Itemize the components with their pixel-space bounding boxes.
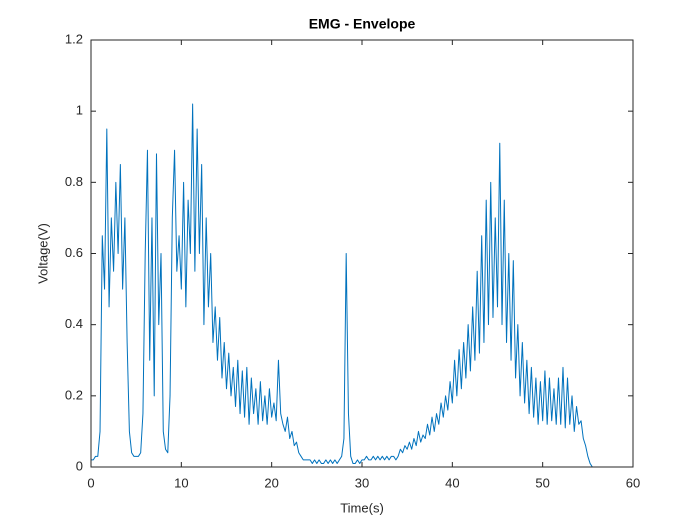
x-tick-label: 50 [535, 475, 549, 490]
chart-title: EMG - Envelope [309, 16, 416, 32]
x-tick-label: 20 [264, 475, 278, 490]
x-tick-label: 40 [445, 475, 459, 490]
axes-box [90, 39, 634, 468]
y-tick-label: 0.6 [65, 245, 83, 260]
x-tick-label: 60 [626, 475, 640, 490]
y-tick-label: 0.4 [65, 316, 83, 331]
x-tick-label: 10 [174, 475, 188, 490]
x-axis-label: Time(s) [340, 500, 384, 515]
x-tick-label: 30 [355, 475, 369, 490]
y-tick-label: 1.2 [65, 31, 83, 46]
y-tick-label: 1 [76, 103, 83, 118]
data-line [91, 103, 615, 468]
y-tick-label: 0 [76, 458, 83, 473]
y-tick-label: 0.8 [65, 174, 83, 189]
x-tick-label: 0 [87, 475, 94, 490]
y-tick-label: 0.2 [65, 387, 83, 402]
y-axis-label: Voltage(V) [35, 223, 50, 284]
